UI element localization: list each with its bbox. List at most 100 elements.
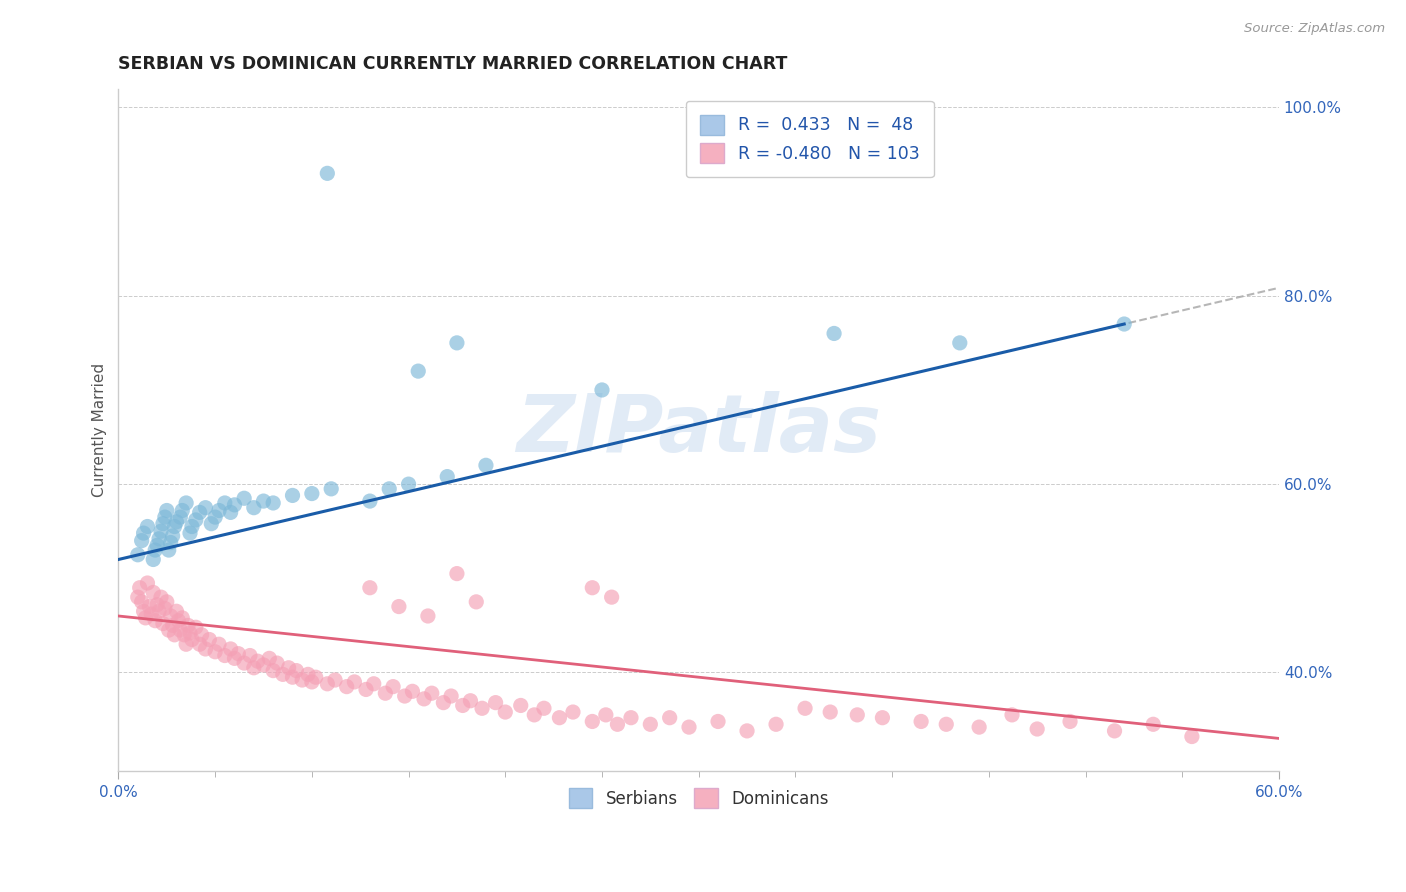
Point (142, 552, 165, 566)
Legend: Serbians, Dominicans: Serbians, Dominicans (562, 781, 835, 814)
Point (136, 576, 159, 591)
Point (128, 581, 150, 595)
Point (166, 515, 188, 529)
Point (420, 686, 443, 700)
Point (146, 598, 169, 612)
Point (132, 604, 155, 618)
Point (167, 614, 190, 628)
Point (949, 335, 972, 350)
Point (406, 364, 429, 378)
Point (1104, 723, 1126, 738)
Point (233, 491, 256, 506)
Point (316, 677, 339, 691)
Point (190, 628, 212, 642)
Point (239, 648, 262, 663)
Point (359, 581, 381, 595)
Point (707, 714, 730, 729)
Point (388, 599, 411, 614)
Point (301, 486, 323, 500)
Point (148, 604, 170, 618)
Point (416, 609, 439, 624)
Point (562, 705, 585, 719)
Point (1114, 317, 1136, 331)
Point (323, 673, 346, 687)
Point (291, 673, 314, 687)
Point (548, 711, 571, 725)
Point (208, 503, 231, 517)
Point (1181, 730, 1204, 744)
Point (179, 526, 201, 541)
Point (181, 632, 204, 647)
Point (132, 526, 155, 541)
Point (169, 510, 191, 524)
Text: SERBIAN VS DOMINICAN CURRENTLY MARRIED CORRELATION CHART: SERBIAN VS DOMINICAN CURRENTLY MARRIED C… (118, 55, 787, 73)
Point (214, 496, 236, 510)
Point (153, 601, 176, 615)
Point (262, 496, 284, 510)
Point (143, 614, 166, 628)
Point (440, 689, 463, 703)
Point (316, 166, 339, 180)
Point (378, 482, 401, 496)
Point (446, 566, 468, 581)
Point (156, 503, 179, 517)
Point (446, 335, 468, 350)
Point (152, 516, 174, 531)
Point (188, 637, 211, 651)
Point (198, 632, 221, 647)
Point (172, 503, 194, 517)
Y-axis label: Currently Married: Currently Married (93, 363, 107, 497)
Point (177, 618, 200, 632)
Point (620, 711, 643, 725)
Point (359, 494, 381, 508)
Point (233, 656, 256, 670)
Point (224, 498, 246, 512)
Point (157, 623, 180, 637)
Point (243, 500, 266, 515)
Point (281, 488, 304, 502)
Point (735, 723, 758, 738)
Point (150, 590, 173, 604)
Point (846, 707, 869, 722)
Point (600, 590, 623, 604)
Point (219, 642, 242, 657)
Point (794, 701, 817, 715)
Point (451, 698, 474, 713)
Point (266, 656, 288, 670)
Point (475, 458, 498, 473)
Point (494, 705, 516, 719)
Point (152, 616, 174, 631)
Point (179, 626, 201, 640)
Point (432, 696, 454, 710)
Point (259, 651, 281, 665)
Point (159, 609, 181, 624)
Point (184, 620, 207, 634)
Point (208, 637, 231, 651)
Point (153, 510, 176, 524)
Point (606, 717, 628, 731)
Point (678, 720, 700, 734)
Point (285, 664, 308, 678)
Point (398, 477, 420, 491)
Point (277, 661, 299, 675)
Point (336, 680, 359, 694)
Point (394, 689, 416, 703)
Point (169, 623, 191, 637)
Point (1001, 707, 1024, 722)
Point (146, 538, 169, 552)
Point (159, 535, 181, 549)
Point (174, 496, 197, 510)
Point (252, 494, 274, 508)
Point (640, 717, 662, 731)
Point (181, 519, 204, 533)
Point (163, 628, 186, 642)
Point (374, 686, 396, 700)
Point (219, 505, 242, 519)
Point (281, 670, 304, 684)
Point (305, 670, 328, 684)
Point (228, 647, 250, 661)
Point (484, 696, 506, 710)
Point (872, 711, 894, 725)
Point (252, 657, 274, 672)
Text: Source: ZipAtlas.com: Source: ZipAtlas.com (1244, 22, 1385, 36)
